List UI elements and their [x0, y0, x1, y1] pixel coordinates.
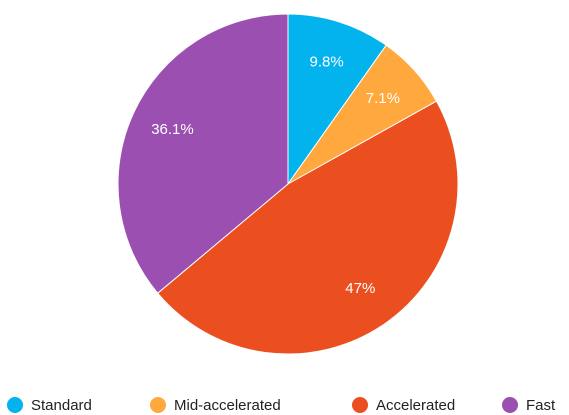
slice-label: 47%: [345, 280, 375, 297]
pie-slice: [156, 100, 459, 355]
legend-swatch: [502, 397, 518, 413]
legend-swatch: [352, 397, 368, 413]
legend-label: Accelerated: [376, 397, 455, 414]
legend-swatch: [150, 397, 166, 413]
pie-slice: [287, 13, 387, 186]
legend-label: Fast: [526, 397, 556, 414]
slice-label: 7.1%: [366, 90, 400, 107]
slice-label: 36.1%: [151, 121, 194, 138]
legend-swatch: [7, 397, 23, 413]
slice-label: 9.8%: [310, 53, 344, 70]
pie-slice: [117, 13, 289, 294]
legend-label: Standard: [31, 397, 92, 414]
legend-label: Mid-accelerated: [174, 397, 281, 414]
